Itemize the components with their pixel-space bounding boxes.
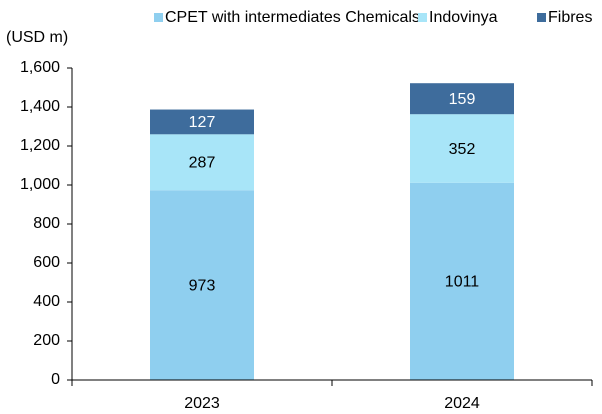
y-tick-label: 1,400	[20, 98, 60, 115]
legend-swatch	[154, 13, 163, 22]
bar-segment	[410, 83, 514, 115]
legend-label: Indovinya	[429, 9, 498, 26]
y-tick-label: 1,200	[20, 137, 60, 154]
y-tick-label: 400	[33, 293, 60, 310]
data-label: 287	[189, 155, 216, 172]
data-label: 352	[449, 141, 476, 158]
data-label: 973	[189, 277, 216, 294]
y-tick-label: 800	[33, 215, 60, 232]
data-label: 1011	[445, 274, 480, 291]
legend-swatch	[537, 13, 546, 22]
x-tick-label: 2023	[184, 395, 220, 412]
y-axis-label: (USD m)	[6, 29, 68, 46]
bar-segment	[150, 109, 254, 135]
data-label: 127	[189, 114, 216, 131]
bar-segment	[410, 114, 514, 183]
bar-segment	[410, 182, 514, 380]
data-label: 159	[449, 91, 476, 108]
bar-segment	[150, 134, 254, 191]
legend-label: CPET with intermediates Chemicals	[165, 9, 420, 26]
y-tick-label: 0	[51, 371, 60, 388]
x-tick-label: 2024	[444, 395, 480, 412]
legend-label: Fibres	[548, 9, 592, 26]
y-tick-label: 600	[33, 254, 60, 271]
y-tick-label: 1,600	[20, 59, 60, 76]
bar-segment	[150, 190, 254, 380]
y-tick-label: 1,000	[20, 176, 60, 193]
legend-swatch	[418, 13, 427, 22]
y-tick-label: 200	[33, 332, 60, 349]
